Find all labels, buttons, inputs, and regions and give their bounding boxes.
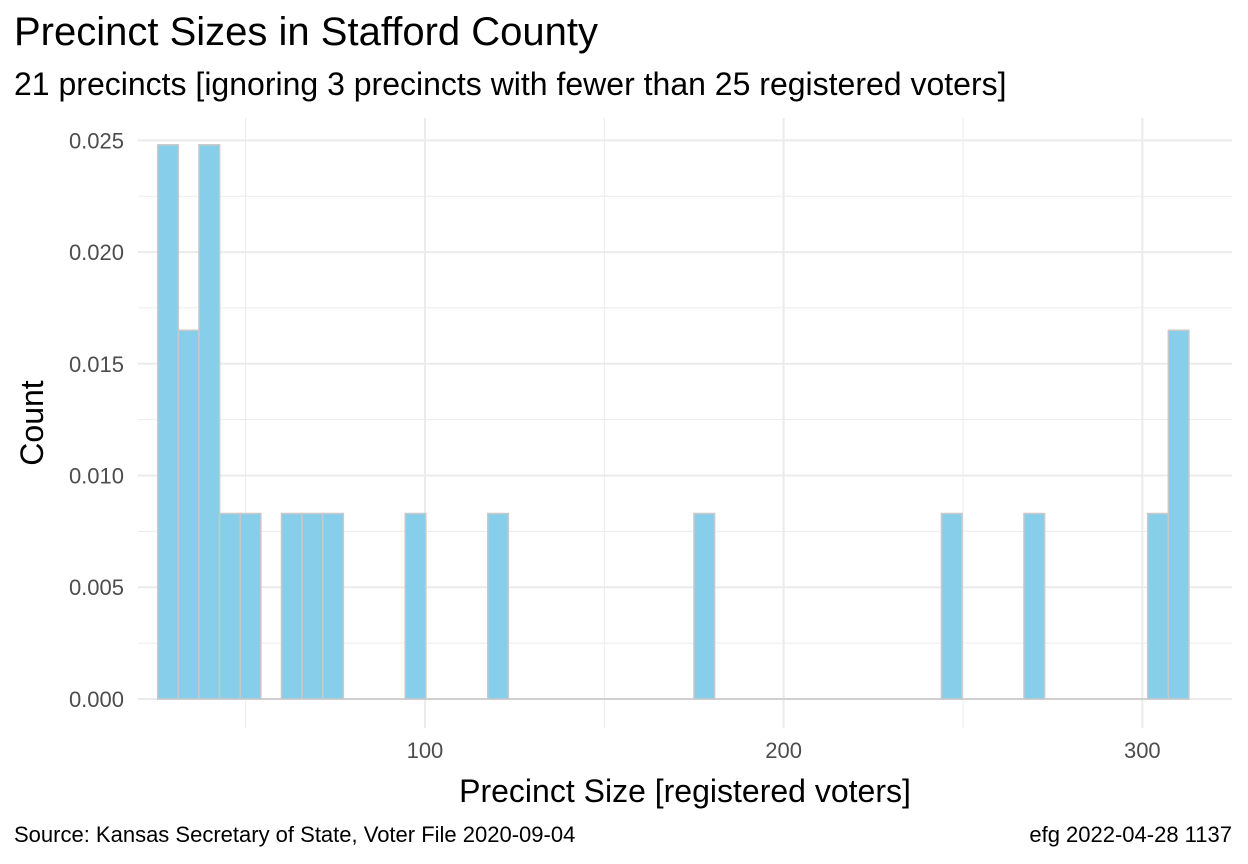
y-tick-label: 0.020 xyxy=(69,240,124,265)
histogram-bar xyxy=(486,512,510,700)
chart-subtitle: 21 precincts [ignoring 3 precincts with … xyxy=(14,66,1007,102)
timestamp-caption: efg 2022-04-28 1137 xyxy=(1029,822,1232,847)
histogram-bar xyxy=(156,144,180,700)
y-axis-label: Count xyxy=(14,380,50,466)
histogram-bar xyxy=(198,144,221,700)
histogram-bar xyxy=(693,512,716,700)
x-tick-label: 100 xyxy=(407,738,444,763)
source-caption: Source: Kansas Secretary of State, Voter… xyxy=(14,822,576,847)
tick-labels: 0.000 0.005 0.010 0.015 0.020 0.025 100 200 300 xyxy=(69,128,1161,763)
histogram-bar xyxy=(321,512,345,700)
histogram-bar xyxy=(940,512,963,700)
histogram-bar xyxy=(239,512,262,700)
histogram-bar xyxy=(1167,329,1190,700)
histogram-bars xyxy=(156,144,1190,700)
histogram-bar xyxy=(177,329,200,700)
histogram-bar xyxy=(301,512,324,700)
chart-title: Precinct Sizes in Stafford County xyxy=(14,10,598,54)
y-tick-label: 0.025 xyxy=(69,128,124,153)
histogram-bar xyxy=(218,512,241,700)
y-tick-label: 0.010 xyxy=(69,464,124,489)
x-tick-label: 200 xyxy=(765,738,802,763)
histogram-bar xyxy=(404,512,427,700)
y-tick-label: 0.015 xyxy=(69,352,124,377)
y-tick-label: 0.005 xyxy=(69,575,124,600)
histogram-bar xyxy=(1146,512,1170,700)
histogram-bar xyxy=(280,512,303,700)
histogram-bar xyxy=(1023,512,1046,700)
grid-lines xyxy=(138,118,1232,728)
x-tick-label: 300 xyxy=(1124,738,1161,763)
x-axis-label: Precinct Size [registered voters] xyxy=(459,773,911,809)
y-tick-label: 0.000 xyxy=(69,687,124,712)
